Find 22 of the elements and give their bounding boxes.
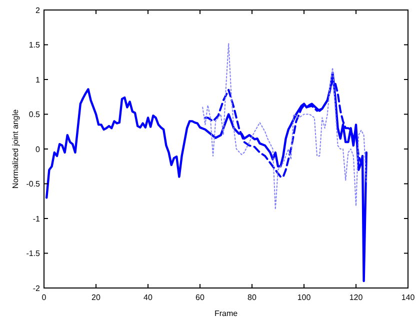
y-tick-label: 0 [36,144,41,154]
x-tick-label: 60 [196,293,205,302]
y-tick-label: -0.5 [26,180,41,189]
y-tick-label: 1 [36,75,41,84]
x-tick-label: 40 [144,293,153,302]
x-axis-title: Frame [214,309,238,318]
y-axis-title: Normalized joint angle [11,108,20,189]
y-tick-label: -1.5 [26,249,41,258]
x-tick-label: 120 [349,293,364,302]
x-tick-label: 0 [42,293,47,302]
y-tick-label: 2 [36,6,41,15]
y-tick-label: 0.5 [28,110,41,120]
line-series [204,78,362,178]
y-tick-label: -1 [32,214,41,224]
line-series [202,42,367,210]
x-tick-label: 100 [297,293,312,302]
y-tick-label: -2 [32,284,41,293]
x-tick-label: 80 [248,293,257,302]
y-tick-label: 1.5 [28,40,41,50]
line-series [46,71,368,282]
x-tick-label: 140 [401,293,416,302]
x-tick-label: 20 [92,293,101,302]
